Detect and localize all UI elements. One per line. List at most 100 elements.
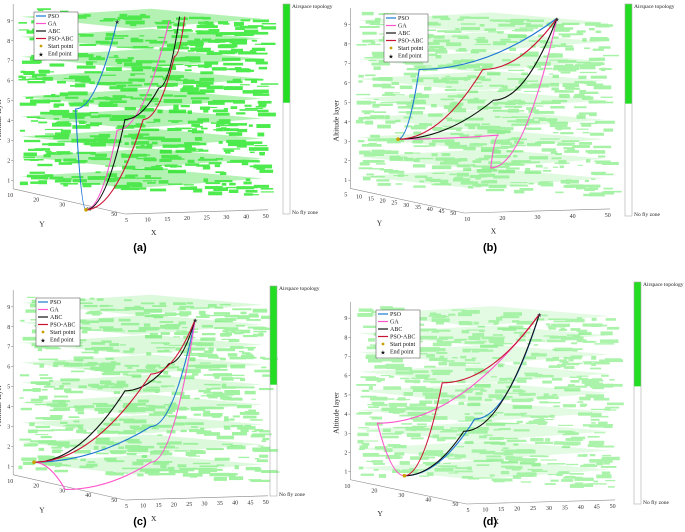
terrain-patch (484, 106, 502, 110)
terrain-patch (548, 365, 561, 369)
terrain-patch (357, 140, 365, 143)
terrain-patch (109, 100, 127, 103)
terrain-patch (576, 329, 588, 333)
terrain-patch (229, 50, 238, 54)
terrain-patch (436, 437, 446, 442)
terrain-patch (463, 167, 472, 172)
terrain-patch (515, 141, 524, 145)
terrain-patch (454, 454, 466, 458)
terrain-patch (202, 25, 218, 29)
terrain-patch (391, 406, 398, 409)
terrain-patch (130, 410, 146, 413)
terrain-patch (495, 411, 504, 414)
terrain-patch (244, 29, 259, 33)
x-axis-line (124, 209, 269, 215)
terrain-patch (235, 68, 251, 73)
terrain-patch (392, 410, 400, 414)
terrain-patch (247, 326, 264, 329)
terrain-patch (407, 152, 421, 154)
terrain-patch (388, 375, 395, 378)
terrain-patch (21, 60, 41, 64)
terrain-patch (554, 162, 570, 164)
terrain-patch (576, 32, 582, 34)
terrain-patch (501, 465, 515, 468)
terrain-patch (101, 367, 116, 369)
terrain-patch (519, 392, 536, 396)
terrain-patch (511, 137, 521, 139)
terrain-patch (39, 69, 50, 74)
terrain-patch (506, 450, 514, 453)
terrain-patch (191, 47, 211, 52)
legend-entry: PSO (398, 16, 410, 22)
terrain-patch (406, 472, 419, 474)
terrain-patch (174, 29, 179, 34)
terrain-patch (470, 164, 476, 167)
terrain-patch (374, 111, 387, 114)
layer-plane (21, 414, 263, 435)
terrain-patch (564, 387, 581, 392)
terrain-patch (196, 164, 210, 167)
terrain-patch (513, 331, 531, 334)
legend-entry: PSO-ABC (390, 335, 415, 341)
terrain-patch (167, 127, 182, 131)
terrain-patch (380, 101, 400, 103)
terrain-patch (130, 74, 136, 76)
terrain-patch (575, 478, 588, 481)
terrain-patch (389, 156, 404, 161)
terrain-patch (552, 166, 559, 168)
terrain-patch (579, 71, 597, 74)
terrain-patch (132, 461, 144, 466)
terrain-patch (113, 55, 118, 57)
terrain-patch (502, 327, 517, 331)
terrain-patch (574, 320, 585, 323)
z-tick-label: 7 (344, 61, 347, 67)
terrain-patch (572, 348, 578, 352)
terrain-patch (430, 388, 441, 392)
terrain-patch (508, 457, 524, 462)
terrain-patch (48, 464, 68, 466)
terrain-patch (168, 183, 183, 185)
terrain-patch (192, 148, 204, 150)
terrain-patch (401, 423, 413, 425)
terrain-patch (123, 299, 132, 302)
terrain-patch (189, 429, 200, 433)
terrain-patch (531, 470, 540, 472)
terrain-patch (425, 178, 441, 182)
terrain-patch (106, 178, 116, 183)
z-tick-label: 2 (7, 444, 10, 450)
terrain-patch (493, 452, 512, 455)
terrain-patch (493, 103, 498, 106)
series-ga-line (33, 319, 196, 491)
terrain-patch (144, 167, 164, 171)
layer-plane (358, 402, 610, 423)
layer-plane (21, 374, 263, 395)
terrain-patch (40, 377, 53, 380)
terrain-patch (422, 392, 442, 396)
terrain-patch (385, 363, 405, 368)
terrain-patch (561, 22, 580, 26)
terrain-patch (259, 327, 272, 331)
terrain-patch (219, 32, 239, 36)
terrain-patch (73, 356, 94, 360)
terrain-patch (34, 404, 47, 406)
terrain-patch (435, 54, 442, 59)
terrain-patch (558, 424, 574, 426)
terrain-patch (517, 100, 525, 105)
terrain-patch (95, 437, 110, 441)
series-ga-line (397, 18, 558, 169)
terrain-patch (187, 91, 206, 95)
terrain-patch (576, 128, 589, 130)
terrain-patch (418, 425, 427, 428)
terrain-patch (436, 352, 448, 355)
terrain-patch (502, 447, 509, 450)
terrain-patch (552, 74, 559, 78)
terrain-patch (203, 109, 209, 113)
terrain-patch (478, 157, 490, 160)
terrain-patch (154, 103, 159, 105)
terrain-patch (551, 323, 570, 327)
z-tick-label: 9 (7, 305, 10, 311)
terrain-patch (590, 418, 600, 421)
terrain-patch (589, 440, 605, 445)
terrain-patch (208, 39, 226, 43)
terrain-patch (528, 40, 542, 42)
